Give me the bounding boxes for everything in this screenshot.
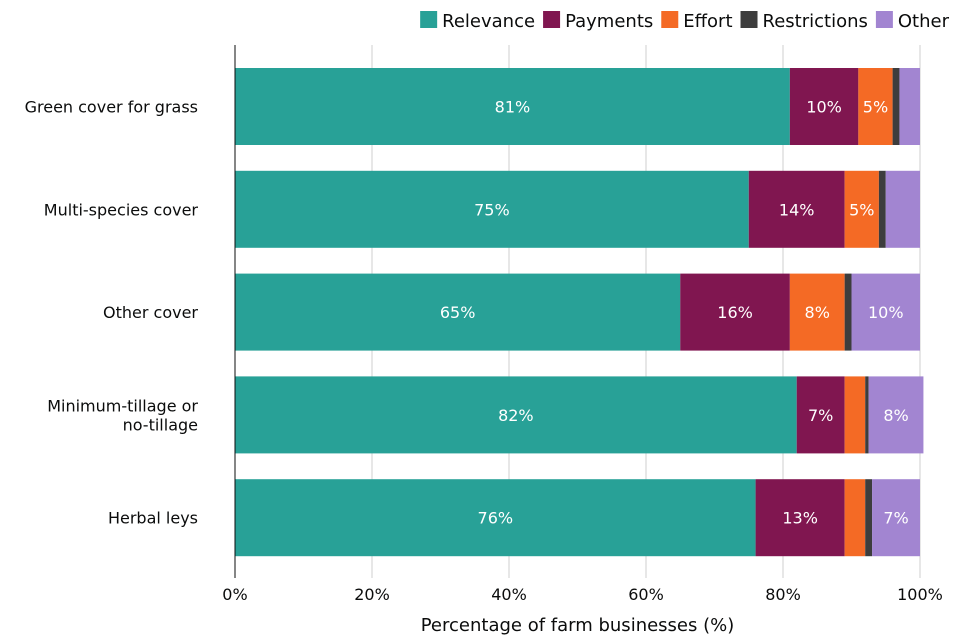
bar-segment-relevance: [235, 68, 790, 145]
bar-segment-relevance: [235, 273, 681, 351]
bar-segment-other: [872, 479, 920, 557]
data-label: 13%: [782, 509, 818, 528]
data-label: 75%: [474, 200, 510, 219]
category-label: Multi-species cover: [44, 200, 199, 219]
bar-segment-other: [899, 68, 920, 145]
x-tick-label: 80%: [765, 585, 801, 604]
data-label: 14%: [779, 200, 815, 219]
legend-item-relevance: Relevance: [420, 11, 535, 32]
bar-segment-restrictions: [844, 273, 852, 351]
legend-swatch: [543, 11, 561, 28]
bar-segment-payments: [789, 68, 859, 145]
bar-segment-restrictions: [865, 376, 869, 454]
bar-segment-other: [885, 170, 920, 248]
legend-swatch: [875, 11, 893, 28]
data-label: 65%: [440, 303, 476, 322]
x-tick-label: 100%: [897, 585, 943, 604]
category-label: Other cover: [103, 303, 198, 322]
category-label: Minimum-tillage or no-tillage: [47, 396, 198, 434]
x-tick-labels: 0% 20% 40% 60% 80% 100%: [222, 585, 943, 604]
category-labels: Green cover for grass Multi-species cover…: [25, 98, 199, 528]
legend: Relevance Payments Effort Restrictions Other: [420, 11, 950, 32]
bar-segment-payments: [796, 376, 845, 454]
bars: 81% 10% 5% 75% 14% 5% 65% 16% 8% 10% 82% 7% 8% 76% 13%…: [235, 68, 924, 557]
legend-item-restrictions: Restrictions: [740, 11, 868, 32]
bar-segment-other: [851, 273, 920, 351]
legend-label: Restrictions: [763, 11, 868, 32]
bar-segment-effort: [844, 479, 866, 557]
x-tick-label: 60%: [628, 585, 664, 604]
legend-label: Relevance: [442, 11, 535, 32]
legend-item-payments: Payments: [543, 11, 653, 32]
legend-item-other: Other: [875, 11, 950, 32]
bar-segment-restrictions: [892, 68, 900, 145]
legend-label: Other: [898, 11, 950, 32]
data-label: 76%: [478, 509, 514, 528]
bar-segment-effort: [844, 170, 879, 248]
bar-segment-restrictions: [878, 170, 886, 248]
data-label: 16%: [717, 303, 753, 322]
x-axis-title: Percentage of farm businesses (%): [421, 615, 735, 636]
data-label: 8%: [883, 406, 908, 425]
bar-segment-restrictions: [865, 479, 873, 557]
data-label: 7%: [808, 406, 833, 425]
bar-segment-effort: [844, 376, 866, 454]
legend-item-effort: Effort: [661, 11, 733, 32]
x-tick-label: 40%: [491, 585, 527, 604]
bar-segment-payments: [755, 479, 845, 557]
x-tick-label: 0%: [222, 585, 247, 604]
category-label: Green cover for grass: [25, 98, 198, 117]
data-label: 5%: [863, 98, 888, 117]
data-label: 5%: [849, 200, 874, 219]
bar-segment-payments: [748, 170, 845, 248]
data-label: 10%: [806, 98, 842, 117]
bar-segment-other: [868, 376, 924, 454]
data-label: 7%: [883, 509, 908, 528]
legend-swatch: [661, 11, 679, 28]
category-label: Herbal leys: [108, 509, 198, 528]
data-label: 81%: [495, 98, 531, 117]
legend-label: Effort: [683, 11, 732, 32]
bar-segment-relevance: [235, 479, 756, 557]
data-label: 8%: [805, 303, 830, 322]
bar-segment-effort: [789, 273, 845, 351]
data-label: 82%: [498, 406, 534, 425]
bar-segment-relevance: [235, 376, 797, 454]
legend-label: Payments: [565, 11, 653, 32]
data-label: 10%: [868, 303, 904, 322]
bar-segment-relevance: [235, 170, 749, 248]
x-tick-label: 20%: [354, 585, 390, 604]
bar-segment-effort: [858, 68, 893, 145]
legend-swatch: [420, 11, 438, 28]
bar-segment-payments: [680, 273, 790, 351]
legend-swatch: [740, 11, 758, 28]
